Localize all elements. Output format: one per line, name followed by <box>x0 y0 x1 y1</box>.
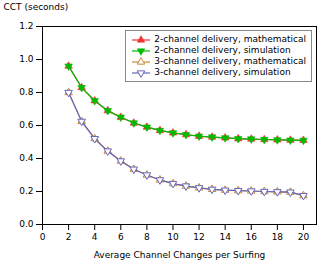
svg-text:0.4: 0.4 <box>19 153 34 163</box>
html-text:2-channel delivery, mathematic: 2-channel delivery, mathematical <box>154 34 306 44</box>
svg-text:0.0: 0.0 <box>19 219 34 229</box>
svg-text:1.0: 1.0 <box>19 54 34 64</box>
svg-text:8: 8 <box>144 232 150 242</box>
svg-text:0.6: 0.6 <box>19 120 34 130</box>
html-text:3-channel delivery, simulation: 3-channel delivery, simulation <box>154 67 291 77</box>
svg-text:14: 14 <box>219 232 231 242</box>
svg-text:16: 16 <box>246 232 258 242</box>
svg-text:12: 12 <box>193 232 204 242</box>
svg-text:6: 6 <box>118 232 124 242</box>
html-text:3-channel delivery, mathematic: 3-channel delivery, mathematical <box>154 56 306 66</box>
svg-text:2: 2 <box>66 232 72 242</box>
svg-text:1.2: 1.2 <box>19 21 33 31</box>
svg-text:4: 4 <box>92 232 98 242</box>
svg-text:10: 10 <box>167 232 179 242</box>
svg-text:Average Channel Changes per Su: Average Channel Changes per Surfing <box>94 250 266 260</box>
svg-text:18: 18 <box>272 232 284 242</box>
svg-text:CCT (seconds): CCT (seconds) <box>4 2 69 12</box>
svg-text:0: 0 <box>40 232 46 242</box>
html-text:2-channel delivery, simulation: 2-channel delivery, simulation <box>154 45 291 55</box>
svg-text:0.8: 0.8 <box>19 87 34 97</box>
svg-text:0.2: 0.2 <box>19 186 33 196</box>
svg-text:20: 20 <box>298 232 310 242</box>
